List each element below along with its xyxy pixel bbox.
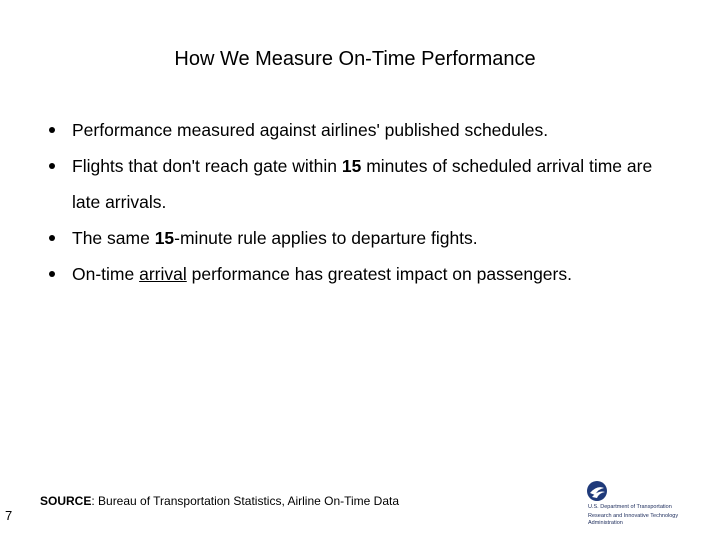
bullet-text: 15 (341, 156, 362, 176)
bullet-item: Flights that don't reach gate within 15 … (49, 148, 672, 220)
bullet-text: minutes of scheduled arrival time are la… (72, 156, 653, 212)
bullet-text: Flights that don't reach gate within (72, 156, 342, 176)
bullet-text: On-time (72, 264, 140, 284)
bullet-item: Performance measured against airlines' p… (49, 112, 672, 148)
bullet-item: On-time arrival performance has greatest… (49, 256, 672, 292)
logo-line2: Research and Innovative Technology Admin… (588, 513, 679, 526)
source-label: SOURCE (40, 494, 92, 508)
bullet-dot (49, 235, 55, 241)
bullet-text: The same (72, 228, 155, 248)
logo-line1: U.S. Department of Transportation (588, 504, 672, 510)
logo-emblem (587, 481, 607, 501)
bullet-text: -minute rule applies to departure fights… (174, 228, 478, 248)
bullet-text: performance has greatest impact on passe… (186, 264, 572, 284)
bullet-text: arrival (139, 264, 187, 284)
dot-logo: U.S. Department of Transportation Resear… (586, 480, 716, 536)
bullet-item: The same 15-minute rule applies to depar… (49, 220, 672, 256)
bullet-dot (49, 271, 55, 277)
page-number: 7 (5, 508, 13, 523)
bullet-text: 15 (154, 228, 175, 248)
bullet-dot (49, 127, 55, 133)
source-text: : Bureau of Transportation Statistics, A… (91, 494, 400, 508)
bullet-dot (49, 163, 55, 169)
source-note: SOURCE: Bureau of Transportation Statist… (40, 494, 399, 508)
bullet-list: Performance measured against airlines' p… (49, 112, 672, 292)
bullet-text: Performance measured against airlines' p… (72, 120, 549, 140)
slide-title: How We Measure On-Time Performance (174, 48, 536, 70)
